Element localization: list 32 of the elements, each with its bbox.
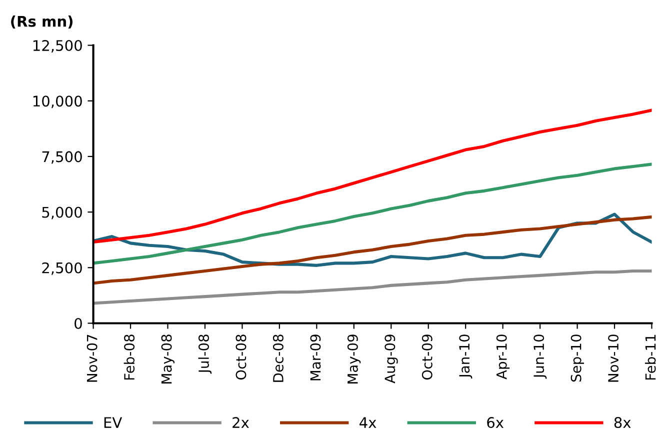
legend-label: 8x [614,417,631,428]
x-tick-label: Dec-08 [272,334,284,382]
y-tick-label: 5,000 [42,206,82,220]
line-series [93,269,652,305]
line-series [93,108,652,244]
y-axis-title: (Rs mn) [11,16,72,29]
x-tick-label: Mar-09 [310,334,321,380]
y-tick-label: 2,500 [42,262,82,275]
legend-label: EV [104,417,122,428]
x-tick-label: May-08 [161,334,174,384]
y-tick-label: 7,500 [42,151,82,164]
y-tick-label: 12,500 [33,40,82,53]
legend-label: 2x [232,417,249,428]
x-tick-label: Jul-08 [198,334,212,374]
x-tick-label: Feb-11 [645,334,656,380]
x-tick-label: Aug-09 [384,334,398,384]
legend-label: 6x [487,417,504,428]
x-tick-label: Jun-10 [534,334,547,379]
x-tick-label: Oct-09 [422,334,432,380]
line-series [93,215,652,285]
y-tick-label: 10,000 [33,96,82,108]
x-tick-label: Apr-10 [496,334,510,380]
legend-label: 4x [360,417,376,428]
line-series [93,162,652,265]
x-tick-label: Sep-10 [570,334,584,382]
x-tick-label: Feb-08 [124,334,135,380]
x-tick-label: May-09 [347,334,361,384]
x-tick-label: Nov-10 [608,334,619,382]
x-tick-label: Jan-10 [459,334,472,378]
y-tick-label: 0 [74,318,82,329]
x-tick-label: Nov-07 [86,334,98,382]
x-tick-label: Oct-08 [236,334,246,380]
